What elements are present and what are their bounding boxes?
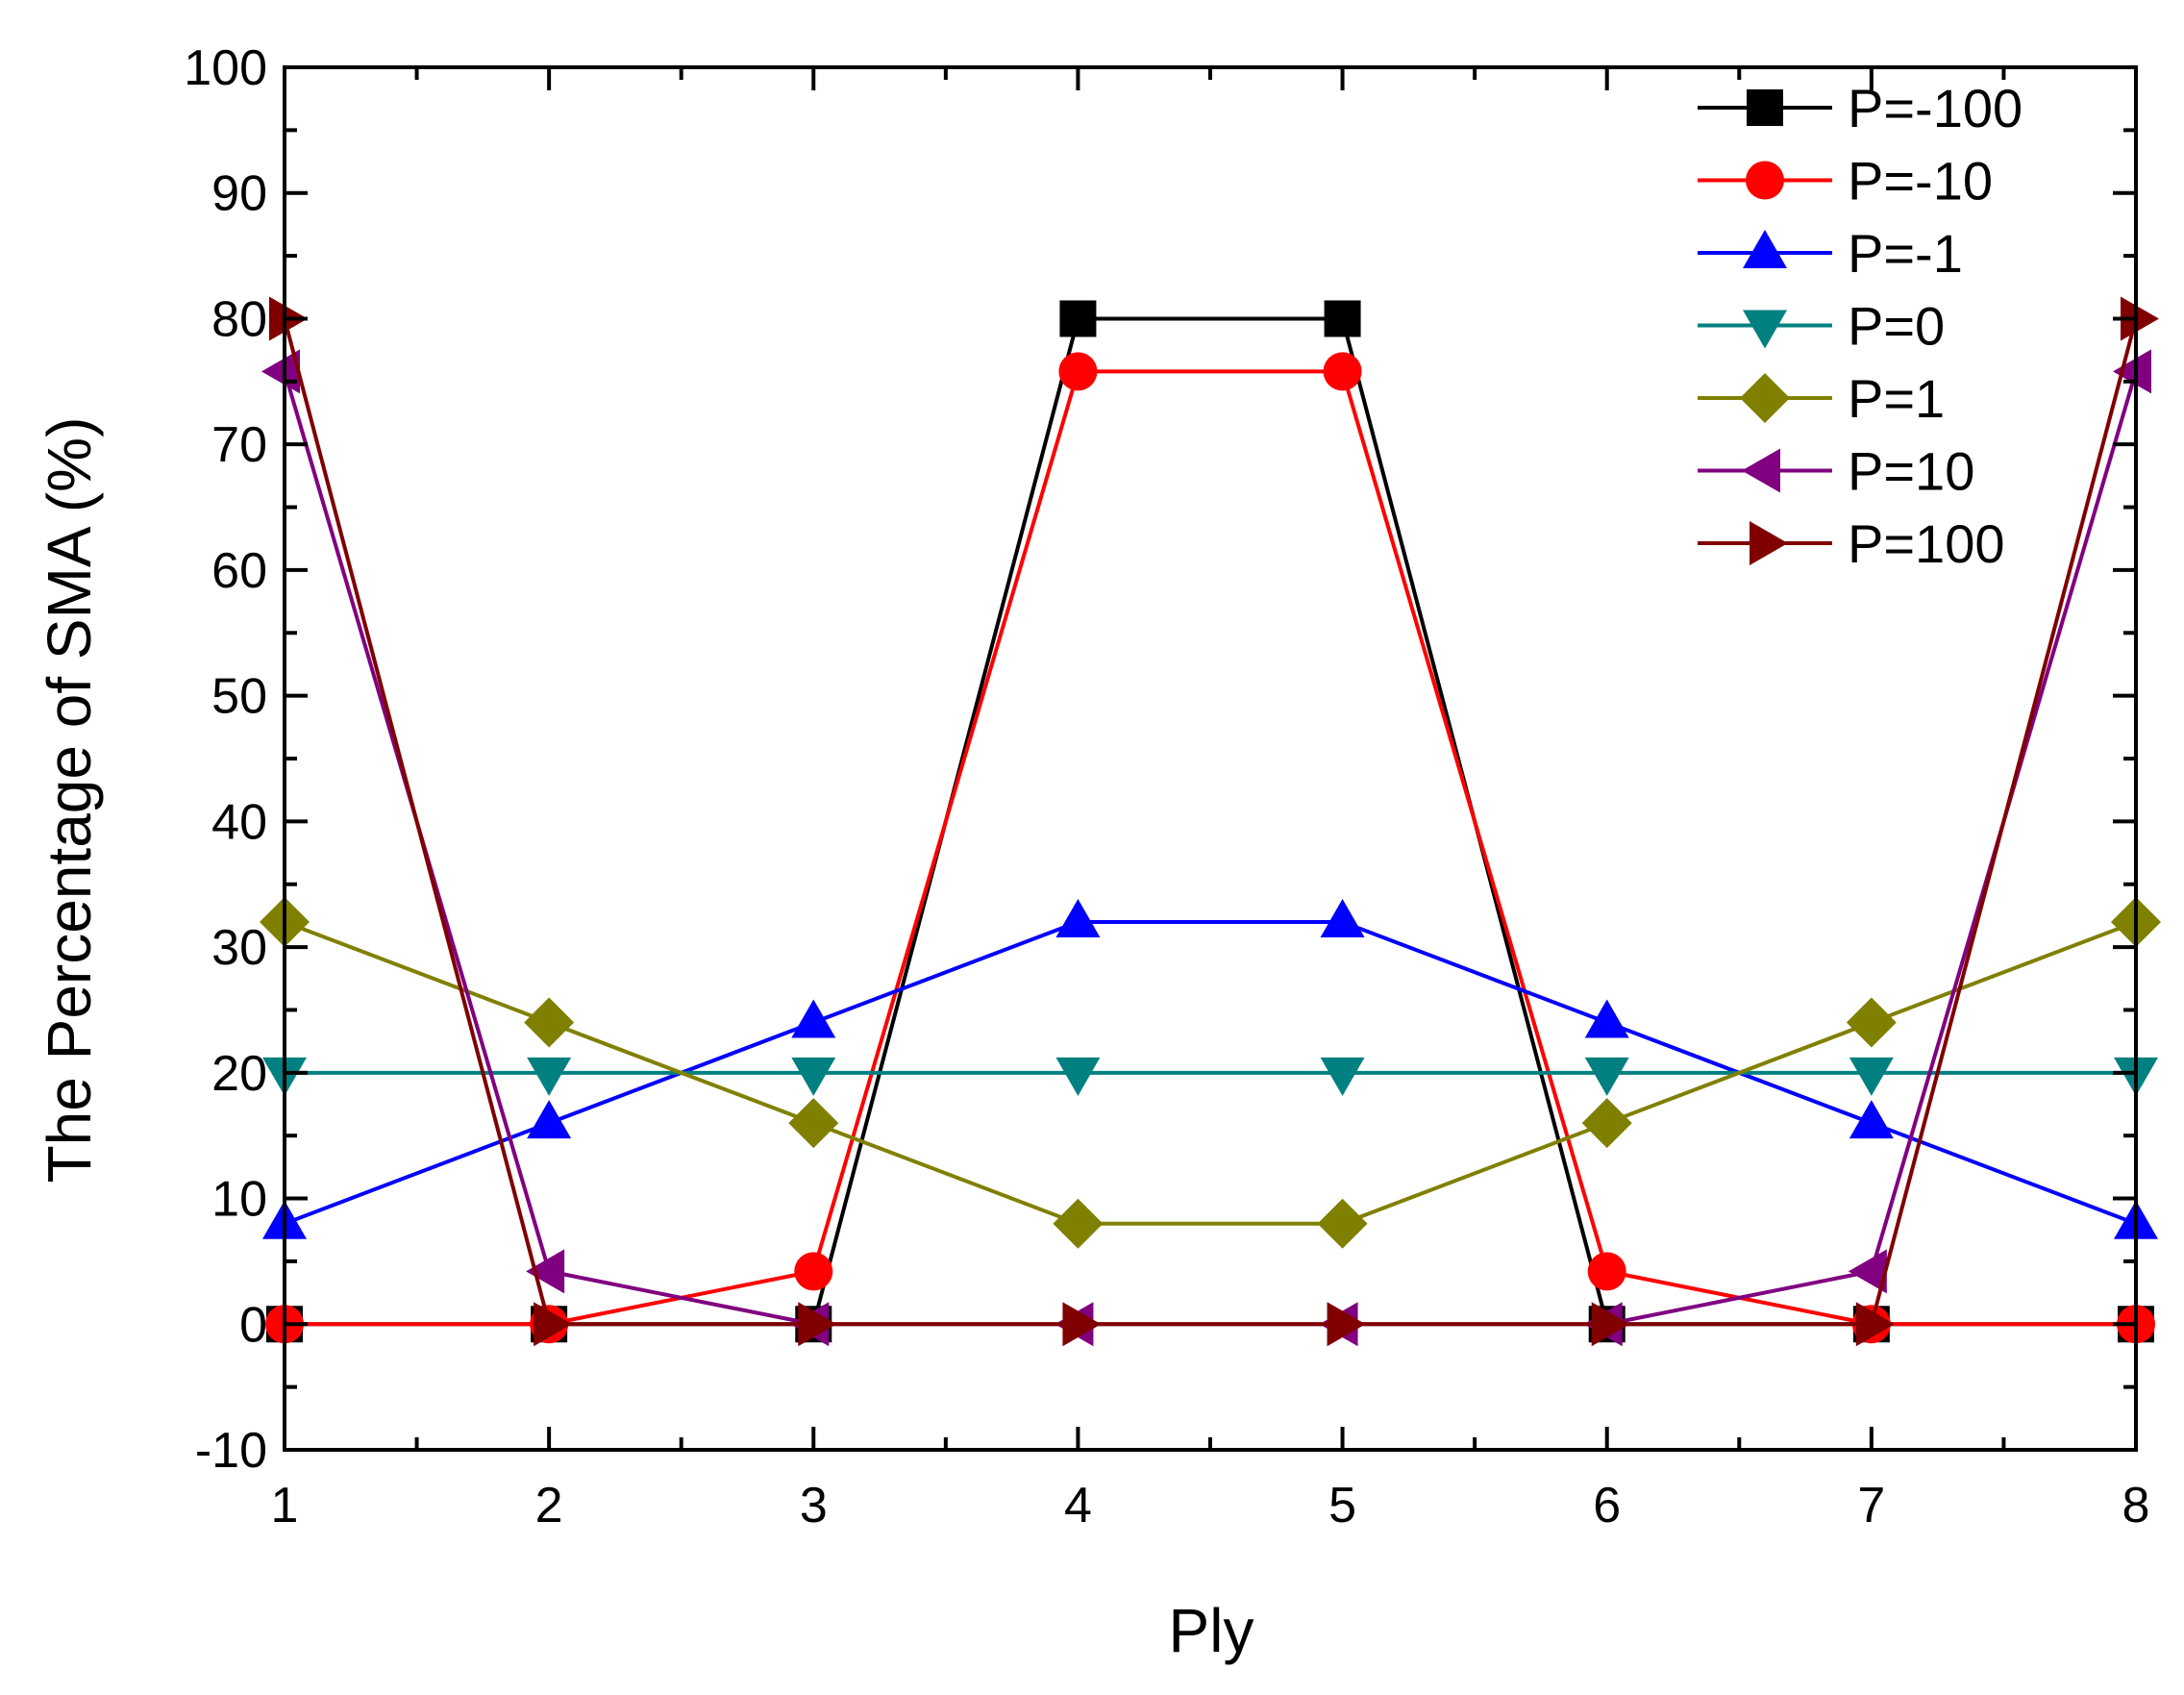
y-tick-label: 40 [211,794,267,850]
data-point [798,1302,837,1347]
legend-marker [1746,161,1784,200]
x-tick-label: 3 [800,1478,828,1533]
legend-label: P=100 [1848,513,2005,574]
data-point [794,1252,833,1291]
legend-item: P=1 [1698,368,1945,429]
data-point [1323,352,1362,391]
data-point [534,1302,573,1347]
x-tick-label: 4 [1064,1478,1092,1533]
axes-layer: -10 0 10 20 30 40 50 60 70 80 90 100 1 2 3 4 5 6 7 8 [184,40,2149,1533]
x-axis-title: Ply [1169,1596,1254,1665]
data-point [526,1249,565,1294]
legend-marker [1740,373,1790,423]
series-line [284,919,2137,1226]
legend-item: P=-10 [1698,151,1993,212]
x-tick-label: 1 [271,1478,299,1533]
legend-item: P=-1 [1698,223,1963,284]
data-point [1058,352,1098,391]
data-point [1055,1057,1101,1096]
data-point [1059,300,1097,337]
data-point [1327,1302,1366,1347]
x-tick-label: 6 [1593,1478,1621,1533]
data-point [1317,1198,1368,1249]
data-point [1849,1100,1894,1139]
series-line [285,369,2136,1327]
series-P=0 [262,1057,2158,1096]
series-line [284,920,2137,1226]
data-point [791,999,836,1038]
legend: P=-100 P=-10 P=-1 P=0 P=1 P=10 P=100 [1698,78,2023,574]
data-point [1324,300,1361,337]
legend-item: P=0 [1698,296,1945,357]
data-point [1846,997,1897,1048]
data-point [2121,296,2159,341]
y-tick-label: 60 [211,543,267,599]
data-point [1320,898,1365,937]
x-tick-label: 5 [1328,1478,1356,1533]
data-point [527,1100,572,1139]
y-tick-label: 100 [184,40,267,96]
y-tick-label: -10 [195,1423,267,1479]
data-point [1849,1057,1894,1096]
legend-marker [1742,448,1780,493]
data-point [1855,1302,1895,1347]
data-point [1591,1302,1630,1347]
data-point [1584,1057,1629,1096]
legend-marker [1750,521,1788,565]
data-point [1055,898,1101,937]
legend-item: P=10 [1698,441,1974,502]
data-point [527,1057,572,1096]
legend-label: P=-1 [1848,223,1963,284]
series-line [283,317,2138,1327]
data-point [2113,349,2151,394]
data-point [1053,1198,1104,1249]
data-point [1584,999,1629,1038]
legend-item: P=-100 [1698,78,2023,138]
data-point [524,997,575,1048]
data-point [1581,1098,1632,1149]
legend-item: P=100 [1698,513,2005,574]
y-tick-label: 80 [211,291,267,347]
data-point [788,1098,839,1149]
legend-marker [1743,230,1787,268]
y-axis-title: The Percentage of SMA (%) [35,417,104,1184]
data-point [1587,1252,1626,1291]
y-tick-label: 50 [211,669,267,725]
y-tick-label: 70 [211,417,267,473]
x-tick-label: 8 [2122,1478,2150,1533]
y-tick-label: 90 [211,166,267,222]
legend-label: P=0 [1848,296,1945,357]
y-tick-label: 20 [211,1046,267,1102]
legend-marker [1747,89,1783,126]
legend-label: P=-100 [1848,78,2023,138]
legend-label: P=1 [1848,368,1945,429]
y-tick-label: 30 [211,920,267,976]
legend-label: P=10 [1848,441,1974,502]
y-tick-label: 0 [239,1297,267,1353]
series-P=100 [269,296,2159,1347]
legend-marker [1743,310,1787,349]
data-point [1062,1302,1102,1347]
legend-label: P=-10 [1848,151,1993,212]
data-point [1848,1249,1887,1294]
x-tick-label: 7 [1857,1478,1885,1533]
y-tick-label: 10 [211,1172,267,1228]
data-point [791,1057,836,1096]
x-tick-label: 2 [535,1478,563,1533]
data-point [1320,1057,1365,1096]
